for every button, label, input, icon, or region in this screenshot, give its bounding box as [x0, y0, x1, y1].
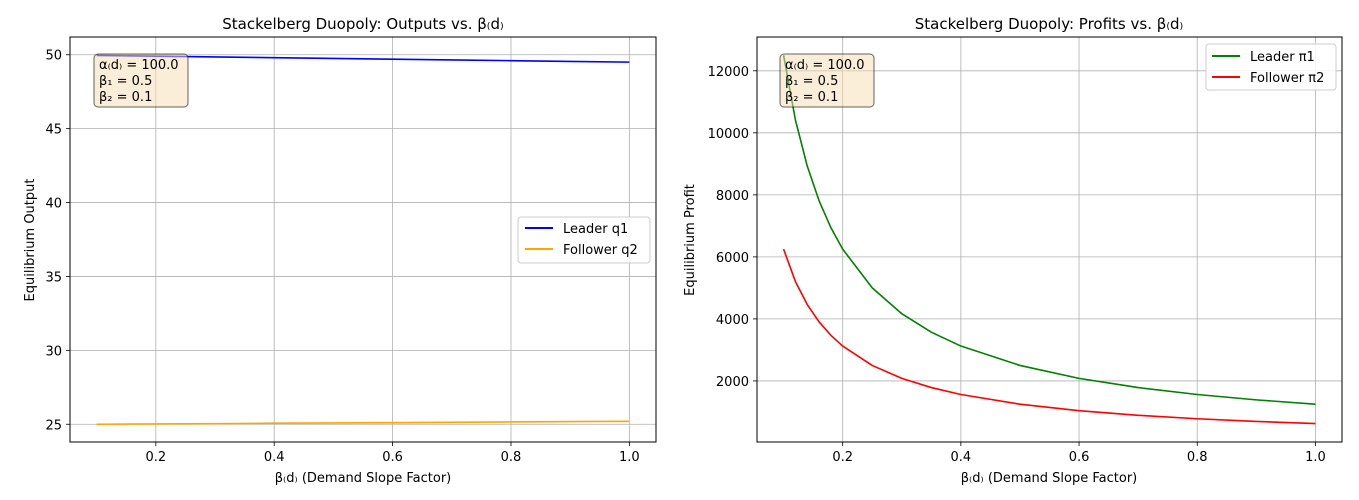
legend-entry: Leader q1 — [563, 222, 628, 237]
y-ticks: 2000 4000 6000 8000 10000 12000 — [708, 65, 757, 390]
y-tick-label: 35 — [45, 270, 62, 285]
series-layer — [782, 55, 1316, 425]
outputs-chart: 0.2 0.4 0.6 0.8 1.0 25 30 35 40 45 50 Stackelberg… — [23, 15, 657, 486]
grid — [70, 37, 656, 442]
y-axis-label: Equilibrium Output — [23, 179, 38, 302]
legend: Leader π1 Follower π2 — [1205, 43, 1337, 91]
legend: Leader q1 Follower q2 — [517, 216, 651, 264]
x-ticks: 0.2 0.4 0.6 0.8 1.0 — [145, 442, 640, 465]
y-tick-label: 2000 — [716, 375, 749, 390]
series-line-follower-2 — [782, 248, 1316, 425]
x-ticks: 0.2 0.4 0.6 0.8 1.0 — [832, 442, 1326, 465]
y-tick-label: 4000 — [716, 313, 749, 328]
y-tick-label: 50 — [45, 49, 62, 64]
legend-entry: Follower π2 — [1250, 71, 1324, 86]
y-ticks: 25 30 35 40 45 50 — [45, 49, 70, 433]
x-tick-label: 1.0 — [619, 450, 640, 465]
annotation-line: α₍d₎ = 100.0 — [99, 58, 179, 73]
legend-entry: Leader π1 — [1250, 50, 1315, 65]
y-axis-label: Equilibrium Profit — [683, 184, 698, 296]
annotation-line: α₍d₎ = 100.0 — [785, 58, 865, 73]
y-tick-label: 10000 — [708, 127, 749, 142]
x-tick-label: 0.4 — [951, 450, 972, 465]
annotation-line: β₁ = 0.5 — [99, 74, 152, 89]
y-tick-label: 25 — [45, 418, 62, 433]
y-tick-label: 8000 — [716, 189, 749, 204]
annotation-line: β₁ = 0.5 — [785, 74, 838, 89]
series-line-follower-q2 — [96, 420, 630, 426]
annotation-line: β₂ = 0.1 — [785, 90, 838, 105]
x-tick-label: 0.8 — [501, 450, 522, 465]
annotation-box: α₍d₎ = 100.0 β₁ = 0.5 β₂ = 0.1 — [93, 53, 189, 108]
y-tick-label: 45 — [45, 123, 62, 138]
profits-chart: 0.2 0.4 0.6 0.8 1.0 2000 4000 6000 8000 10000 120… — [683, 15, 1343, 486]
x-tick-label: 0.8 — [1187, 450, 1208, 465]
x-tick-label: 0.6 — [1069, 450, 1090, 465]
x-tick-label: 0.4 — [264, 450, 285, 465]
y-tick-label: 40 — [45, 197, 62, 212]
annotation-line: β₂ = 0.1 — [99, 90, 152, 105]
y-tick-label: 6000 — [716, 251, 749, 266]
annotation-box: α₍d₎ = 100.0 β₁ = 0.5 β₂ = 0.1 — [779, 53, 875, 108]
x-tick-label: 0.2 — [145, 450, 166, 465]
x-tick-label: 1.0 — [1305, 450, 1326, 465]
x-tick-label: 0.6 — [382, 450, 403, 465]
plot-frame — [756, 36, 1343, 443]
x-axis-label: β₍d₎ (Demand Slope Factor) — [275, 471, 451, 486]
plot-frame — [69, 36, 657, 443]
x-tick-label: 0.2 — [832, 450, 853, 465]
y-tick-label: 12000 — [708, 65, 749, 80]
x-axis-label: β₍d₎ (Demand Slope Factor) — [961, 471, 1137, 486]
y-tick-label: 30 — [45, 344, 62, 359]
chart-title: Stackelberg Duopoly: Profits vs. β₍d₎ — [915, 15, 1183, 33]
legend-entry: Follower q2 — [563, 243, 638, 258]
series-line-leader-1 — [782, 55, 1316, 405]
chart-title: Stackelberg Duopoly: Outputs vs. β₍d₎ — [222, 15, 503, 33]
